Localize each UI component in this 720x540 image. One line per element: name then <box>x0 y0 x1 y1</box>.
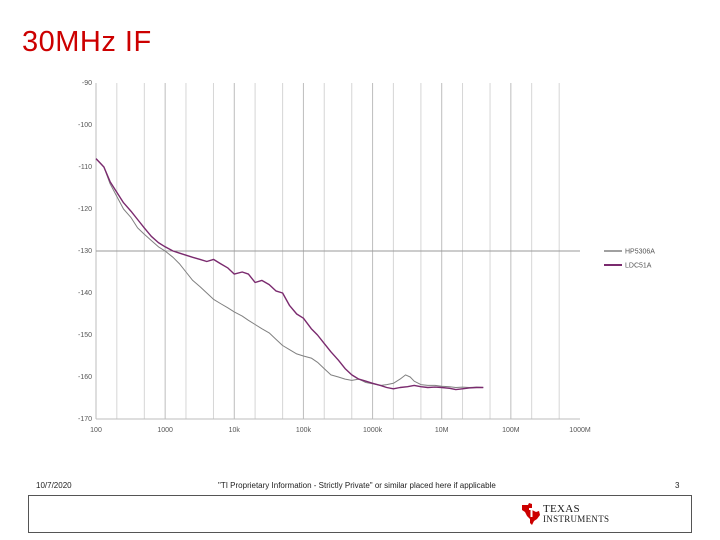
x-tick-label: 10M <box>435 427 449 434</box>
y-tick-label: -100 <box>78 122 92 129</box>
logo-line1: TEXAS <box>543 503 580 515</box>
chart: -90-100-110-120-130-140-150-160-170 100 1… <box>78 80 655 434</box>
y-tick-label: -160 <box>78 374 92 381</box>
y-axis: -90 -100 -110 -120 -130 -140 -150 -160 -170 <box>78 80 92 423</box>
series-line-1 <box>95 158 484 388</box>
x-tick-label: 1000M <box>569 427 591 434</box>
ti-state-icon <box>522 503 540 525</box>
series-line-2 <box>95 158 484 391</box>
y-tick-label: -110 <box>79 164 93 171</box>
x-tick-label: 10k <box>229 427 241 434</box>
footer-box <box>28 495 692 533</box>
series-group <box>95 158 484 391</box>
x-axis: 100 1000 10k 100k 1000k 10M 100M 1000M <box>90 427 591 434</box>
legend: HP5306A LDC51A <box>604 249 655 270</box>
y-tick-label: -120 <box>78 206 92 213</box>
x-tick-label: 100 <box>90 427 102 434</box>
y-tick-label: -130 <box>78 248 92 255</box>
legend-label: LDC51A <box>625 263 652 270</box>
y-tick-label: -150 <box>78 332 92 339</box>
y-tick-label: -170 <box>78 416 92 423</box>
legend-label: HP5306A <box>625 249 655 256</box>
x-tick-label: 100M <box>502 427 520 434</box>
ti-logo: TEXAS INSTRUMENTS <box>521 502 621 528</box>
page-number: 3 <box>675 481 680 490</box>
y-tick-label: -140 <box>78 290 92 297</box>
logo-line2: INSTRUMENTS <box>543 514 610 524</box>
x-tick-label: 1000 <box>157 427 173 434</box>
x-tick-label: 1000k <box>363 427 383 434</box>
y-tick-label: -90 <box>82 80 92 87</box>
footer-note: "TI Proprietary Information - Strictly P… <box>218 481 496 490</box>
x-tick-label: 100k <box>296 427 312 434</box>
footer-date: 10/7/2020 <box>36 481 72 490</box>
slide-title: 30MHz IF <box>22 26 152 58</box>
